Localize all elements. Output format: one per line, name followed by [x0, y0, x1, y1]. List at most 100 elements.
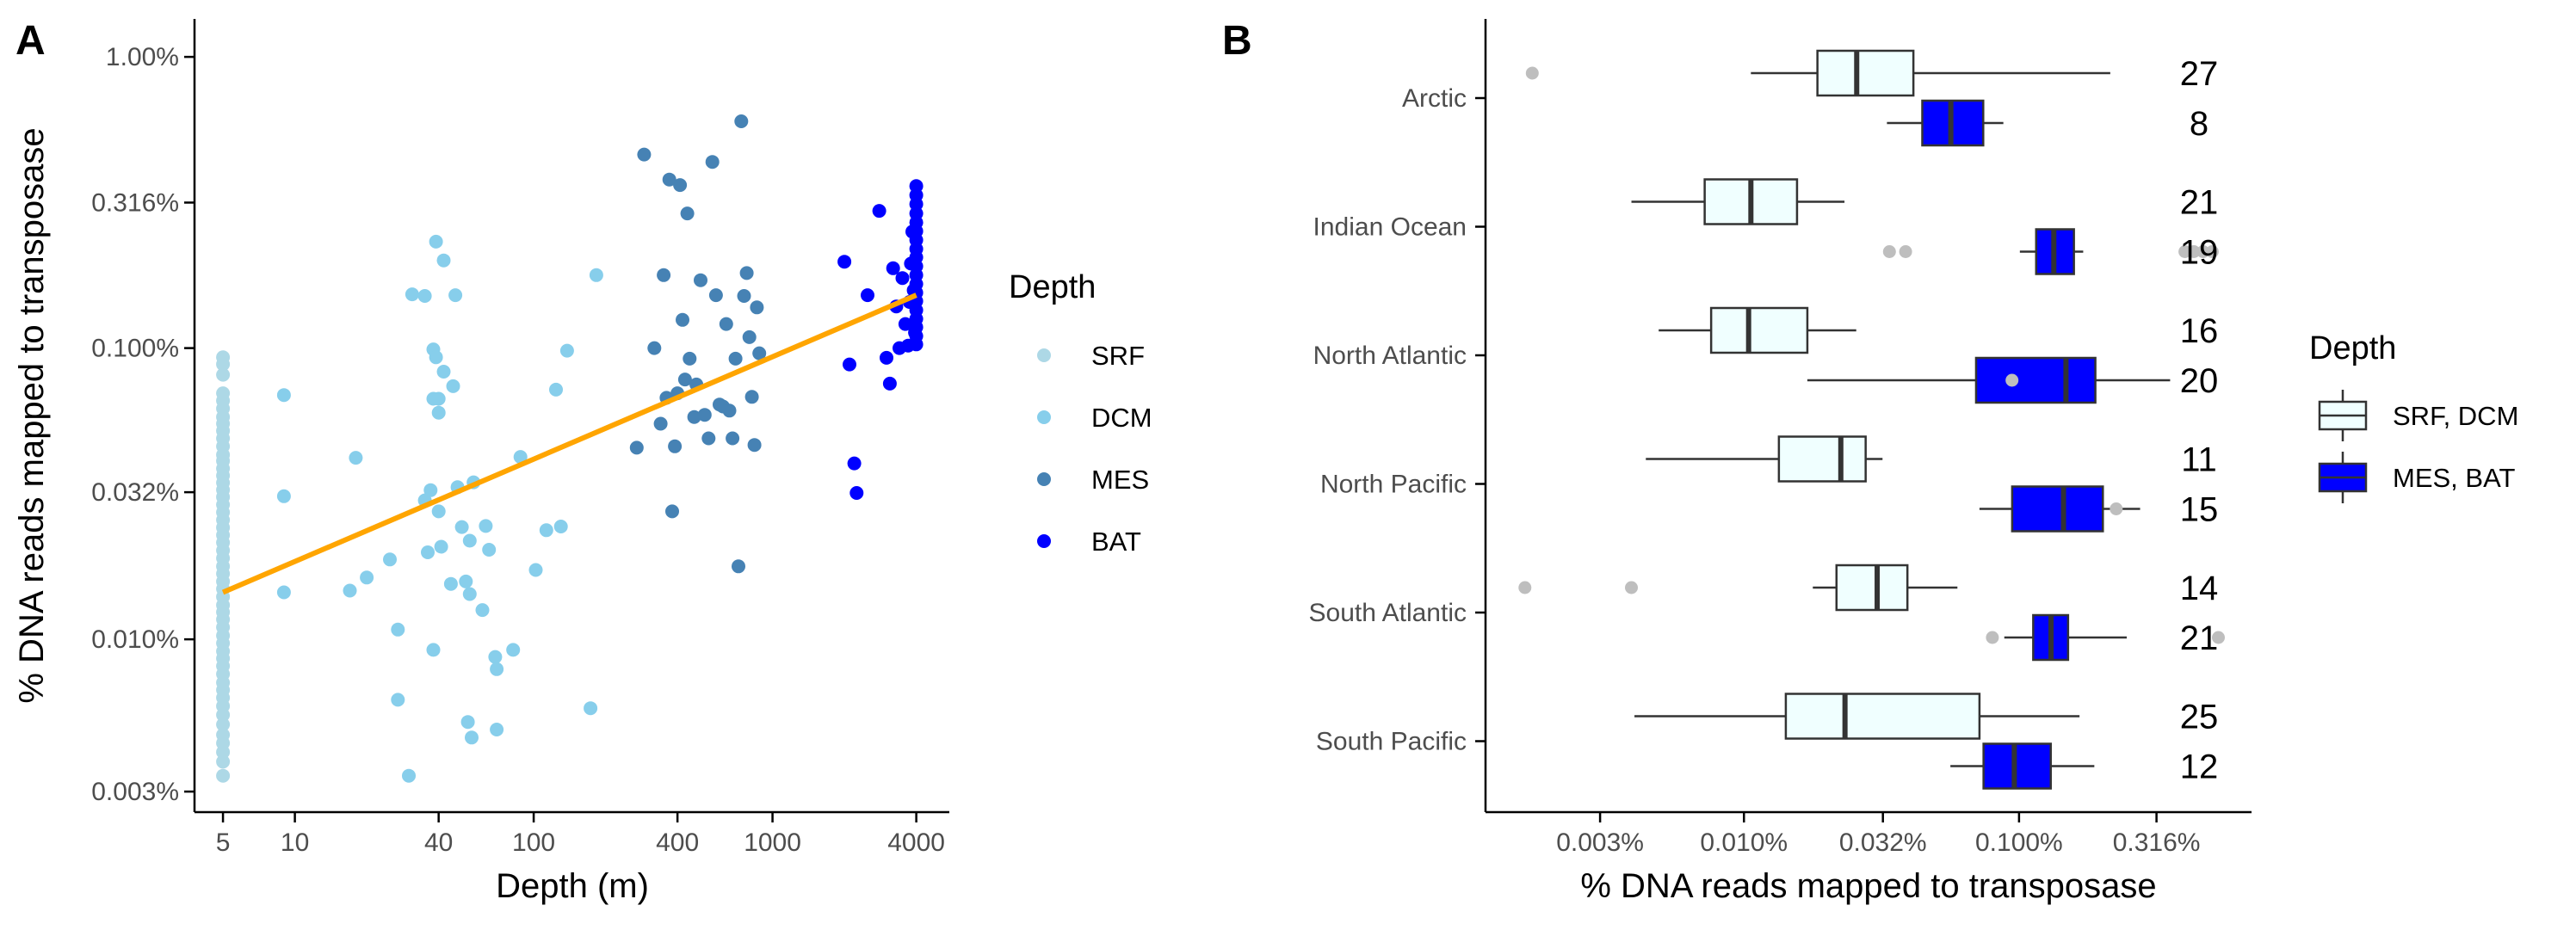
data-point-mes	[677, 373, 692, 387]
data-point-bat	[886, 261, 900, 275]
panel-b-legend-title: Depth	[2309, 330, 2396, 366]
data-point-dcm	[539, 523, 553, 538]
box-north-pacific-srf-dcm	[1777, 435, 1867, 483]
data-point-dcm	[462, 587, 477, 601]
data-point-dcm	[465, 730, 479, 745]
data-point-dcm	[462, 533, 477, 548]
data-point-dcm	[446, 379, 460, 393]
panel-b-legend: Depth SRF, DCM MES, BAT	[2309, 330, 2518, 503]
panel-a-trend-line	[221, 293, 917, 595]
data-point-mes	[668, 439, 683, 453]
outlier-north-pacific-mes-bat	[2110, 502, 2123, 515]
data-point-dcm	[360, 570, 374, 585]
x-tick-label: 1000	[744, 828, 801, 857]
y-tick-label: 0.003%	[91, 778, 179, 806]
data-point-dcm	[436, 365, 451, 379]
data-point-dcm	[426, 643, 441, 657]
data-point-dcm	[436, 253, 451, 268]
y-tick-label-north-atlantic: North Atlantic	[1313, 342, 1467, 370]
data-point-mes	[705, 155, 720, 169]
panel-a-y-axis-title: % DNA reads mapped to transposase	[13, 127, 51, 703]
y-tick-label: 0.032%	[91, 478, 179, 507]
data-point-srf	[216, 350, 231, 365]
y-tick-label-south-atlantic: South Atlantic	[1309, 599, 1467, 627]
box-south-pacific-srf-dcm	[1784, 693, 1981, 740]
data-point-mes	[637, 147, 652, 162]
y-tick-label-indian-ocean: Indian Ocean	[1313, 213, 1467, 242]
data-point-dcm	[429, 350, 443, 365]
data-point-dcm	[417, 289, 432, 303]
panel-a-points	[216, 114, 924, 783]
data-point-srf	[216, 754, 231, 769]
box-south-pacific-mes-bat	[1982, 742, 2052, 790]
data-point-mes	[750, 300, 764, 315]
count-label-north-atlantic-mes-bat: 20	[2180, 362, 2219, 400]
data-point-dcm	[276, 585, 291, 600]
data-point-srf	[216, 367, 231, 382]
legend-key-srf	[1037, 348, 1051, 362]
data-point-mes	[747, 438, 762, 453]
count-label-north-atlantic-srf-dcm: 16	[2180, 312, 2219, 350]
data-point-mes	[673, 178, 688, 193]
box-north-atlantic-srf-dcm	[1709, 306, 1809, 354]
data-point-dcm	[488, 650, 503, 664]
data-point-bat	[872, 204, 886, 219]
data-point-srf	[216, 386, 231, 401]
outlier-indian-ocean-mes-bat	[2196, 245, 2210, 258]
panel-a-y-ticks: 0.003% 0.010% 0.032% 0.100% 0.316% 1.00%	[91, 43, 195, 806]
data-point-mes	[680, 206, 695, 221]
data-point-srf	[216, 768, 231, 783]
data-point-dcm	[405, 287, 419, 302]
data-point-mes	[722, 403, 737, 418]
panel-a-scatter-chart: A 0.003% 0.010% 0.032% 0.100% 0.316% 1.00% 5 1…	[13, 18, 1152, 905]
panel-b-letter: B	[1222, 18, 1252, 64]
outlier-south-atlantic-mes-bat	[1986, 631, 1999, 644]
data-point-dcm	[460, 715, 475, 730]
data-point-dcm	[343, 583, 357, 598]
x-tick-label: 10	[281, 828, 309, 857]
count-label-south-atlantic-srf-dcm: 14	[2180, 570, 2219, 607]
data-point-srf	[216, 728, 231, 742]
data-point-mes	[708, 288, 723, 303]
x-tick-label: 0.032%	[1839, 828, 1927, 857]
legend-label-srf-dcm: SRF, DCM	[2393, 401, 2518, 431]
data-point-dcm	[475, 603, 490, 618]
legend-key-mes	[1037, 472, 1051, 486]
data-point-dcm	[528, 563, 543, 577]
data-point-dcm	[559, 343, 574, 358]
data-point-dcm	[513, 450, 528, 465]
panel-a-x-ticks: 5 10 40 100 400 1000 4000	[216, 812, 945, 857]
x-tick-label: 4000	[887, 828, 945, 857]
data-point-dcm	[454, 520, 469, 534]
count-label-north-pacific-mes-bat: 15	[2180, 491, 2219, 529]
outlier-south-atlantic-srf-dcm	[1518, 581, 1532, 594]
panel-b-boxes	[1518, 49, 2225, 790]
data-point-mes	[687, 410, 701, 424]
count-label-south-pacific-mes-bat: 12	[2180, 748, 2219, 786]
data-point-mes	[657, 268, 671, 282]
legend-label-srf: SRF	[1091, 341, 1145, 371]
y-tick-label-north-pacific: North Pacific	[1320, 471, 1467, 499]
panel-a-letter: A	[15, 18, 46, 64]
data-point-mes	[732, 559, 745, 574]
outlier-south-atlantic-mes-bat	[2212, 631, 2225, 644]
data-point-dcm	[429, 234, 443, 249]
data-point-mes	[662, 172, 676, 187]
data-point-mes	[737, 289, 751, 303]
data-point-mes	[694, 273, 707, 287]
data-point-mes	[744, 390, 759, 404]
data-point-mes	[647, 341, 662, 355]
data-point-mes	[665, 504, 679, 519]
data-point-dcm	[402, 768, 416, 783]
outlier-south-atlantic-srf-dcm	[1625, 581, 1638, 594]
x-tick-label: 400	[656, 828, 699, 857]
data-point-bat	[895, 271, 910, 286]
data-point-mes	[683, 351, 697, 366]
data-point-bat	[861, 288, 874, 303]
data-point-dcm	[584, 701, 598, 716]
data-point-dcm	[431, 391, 446, 406]
data-point-dcm	[349, 451, 363, 465]
data-point-mes	[719, 317, 733, 331]
data-point-mes	[701, 431, 716, 446]
